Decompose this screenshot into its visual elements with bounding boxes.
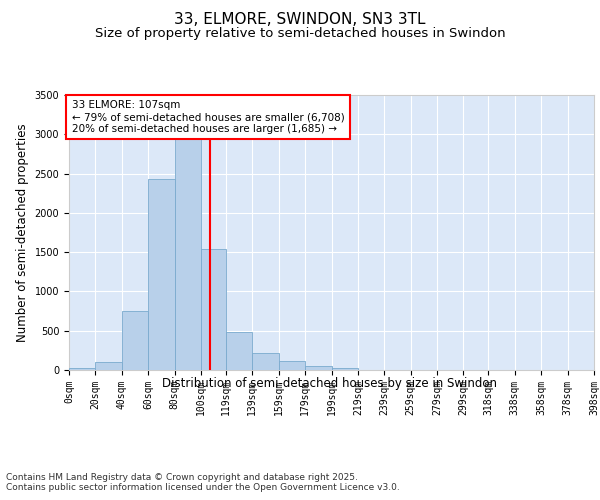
Bar — [279, 362, 305, 370]
Text: Distribution of semi-detached houses by size in Swindon: Distribution of semi-detached houses by … — [163, 378, 497, 390]
Y-axis label: Number of semi-detached properties: Number of semi-detached properties — [16, 123, 29, 342]
Text: 33, ELMORE, SWINDON, SN3 3TL: 33, ELMORE, SWINDON, SN3 3TL — [174, 12, 426, 28]
Bar — [305, 366, 331, 370]
Bar — [226, 332, 253, 370]
Bar — [175, 114, 201, 370]
Bar — [122, 311, 148, 370]
Bar — [95, 362, 122, 370]
Bar — [148, 179, 175, 370]
Bar — [201, 249, 226, 370]
Text: Size of property relative to semi-detached houses in Swindon: Size of property relative to semi-detach… — [95, 28, 505, 40]
Bar — [253, 352, 279, 370]
Text: Contains HM Land Registry data © Crown copyright and database right 2025.
Contai: Contains HM Land Registry data © Crown c… — [6, 472, 400, 492]
Bar — [331, 368, 358, 370]
Bar — [69, 368, 95, 370]
Text: 33 ELMORE: 107sqm
← 79% of semi-detached houses are smaller (6,708)
20% of semi-: 33 ELMORE: 107sqm ← 79% of semi-detached… — [71, 100, 344, 134]
